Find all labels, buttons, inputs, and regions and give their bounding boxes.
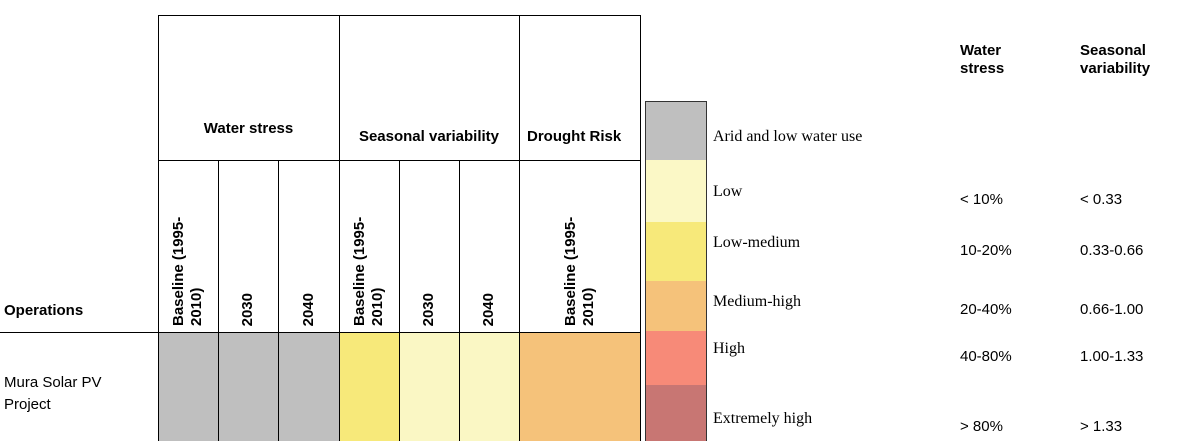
sub-header: 2040 [459,160,519,332]
legend-label: Medium-high [713,293,801,310]
legend-swatch [645,101,707,160]
grid-line [278,160,279,441]
grid-line [218,160,219,441]
legend-header: Seasonal variability [1080,42,1151,77]
grid-line [399,160,400,441]
sub-header-text: 2030 [420,292,437,326]
grid-line [158,15,641,16]
grid-line [339,15,340,441]
grid-line [519,15,520,441]
sub-header-text: 2030 [239,292,256,326]
sub-header-text: 2040 [299,292,317,326]
grid-line [640,15,641,441]
seasonal-threshold: > 1.33 [1080,418,1123,435]
sub-header-text: Baseline (1995-2010) [351,216,386,326]
sub-header: Baseline (1995-2010) [519,160,640,332]
legend-label: Low [713,183,743,200]
legend-header: Water stress [960,42,1005,77]
legend-swatch [645,281,707,331]
sub-header: Baseline (1995-2010) [339,160,399,332]
grid-line [158,15,159,441]
status-cell [278,332,339,441]
sub-header: 2030 [218,160,278,332]
status-cell [158,332,218,441]
water-stress-threshold: < 10% [960,191,1003,208]
seasonal-threshold: 1.00-1.33 [1080,348,1144,365]
legend-label: Extremely high [713,410,813,427]
water-stress-threshold: > 80% [960,418,1003,435]
sub-header-text: Baseline (1995-2010) [170,216,205,326]
status-cell [218,332,278,441]
operations-header: Operations [4,302,84,319]
legend-label: High [713,340,745,357]
seasonal-threshold: < 0.33 [1080,191,1123,208]
group-header: Seasonal variability [358,128,500,145]
sub-header: 2040 [278,160,339,332]
legend-swatch [645,222,707,281]
water-stress-threshold: 20-40% [960,301,1012,318]
group-header: Water stress [203,120,294,137]
legend-label: Arid and low water use [713,128,863,145]
water-stress-threshold: 40-80% [960,348,1012,365]
grid-line [0,332,641,333]
sub-header-text: Baseline (1995-2010) [561,216,597,326]
status-cell [399,332,459,441]
sub-header: 2030 [399,160,459,332]
legend-swatch [645,385,707,441]
seasonal-threshold: 0.33-0.66 [1080,242,1144,259]
water-stress-threshold: 10-20% [960,242,1012,259]
grid-line [459,160,460,441]
status-cell [519,332,640,441]
status-cell [459,332,519,441]
sub-header: Baseline (1995-2010) [158,160,218,332]
legend-label: Low-medium [713,234,801,251]
seasonal-threshold: 0.66-1.00 [1080,301,1144,318]
legend-swatch [645,331,707,385]
sub-header-text: 2040 [480,292,497,326]
status-cell [339,332,399,441]
group-header: Drought Risk [527,128,622,145]
legend-swatch [645,160,707,222]
operation-name: Mura Solar PV Project [4,374,102,413]
